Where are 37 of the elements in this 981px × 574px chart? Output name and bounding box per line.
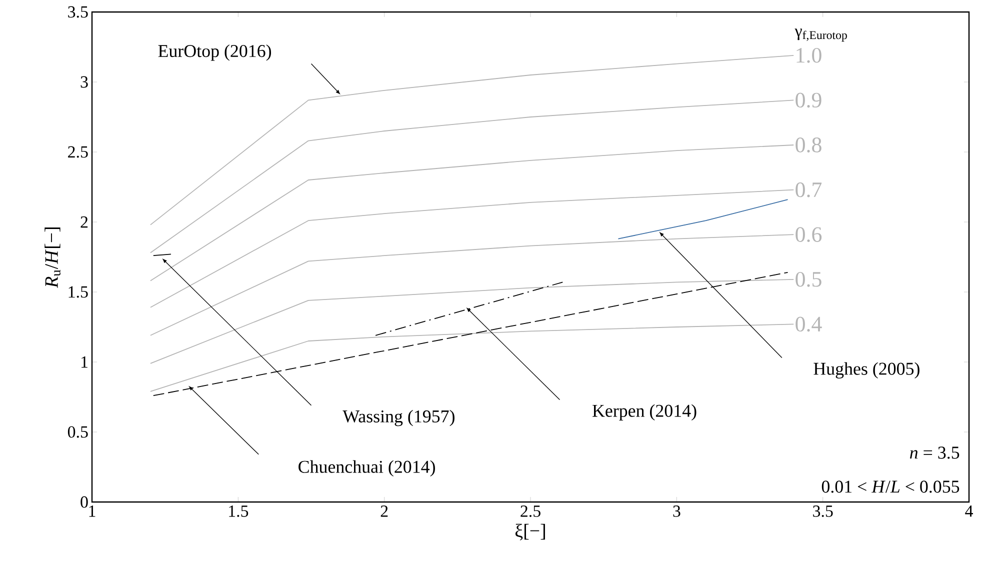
series-label: 0.4 <box>796 316 822 332</box>
y-tick-label: 1 <box>81 356 88 368</box>
y-tick-label: 0 <box>80 496 88 508</box>
series-label: 1.0 <box>796 48 822 63</box>
line-series <box>150 189 794 308</box>
line-series <box>150 234 794 336</box>
annotation: Wassing (1957) <box>342 410 454 426</box>
annotation: n = 3.5 <box>910 446 960 459</box>
x-tick-label: 2 <box>380 506 388 517</box>
series-label: 0.6 <box>796 227 822 242</box>
series-label: 0.7 <box>796 182 822 198</box>
series-label: 0.5 <box>796 272 822 287</box>
annotation: Chuenchuai (2014) <box>298 460 435 477</box>
annotation: 0.01 < H/L < 0.055 <box>822 480 960 493</box>
annotation: Hughes (2005) <box>814 362 920 379</box>
y-tick-label: 2.5 <box>68 146 88 158</box>
y-tick-label: 2 <box>80 216 88 228</box>
annotation: Kerpen (2014) <box>592 404 696 421</box>
series-label: 0.9 <box>796 92 822 108</box>
y-tick-label: 0.5 <box>68 426 88 438</box>
y-tick-label: 3 <box>80 76 88 88</box>
line-series <box>150 100 794 254</box>
legend-title: γ$_{f,Eurotop}$ <box>794 28 847 42</box>
x-tick-label: 3.5 <box>813 506 833 517</box>
x-tick-label: 1.5 <box>229 506 248 517</box>
x-tick-label: 4 <box>965 506 973 517</box>
line-series <box>150 144 794 282</box>
line-series <box>150 324 794 392</box>
x-tick-label: 1 <box>89 506 96 517</box>
x-tick-label: 2.5 <box>520 506 540 517</box>
series-label: 0.8 <box>796 138 822 152</box>
annotation: EurOtop (2016) <box>158 44 272 61</box>
x-tick-label: 3 <box>673 506 680 517</box>
y-tick-label: 3.5 <box>68 6 88 18</box>
x-axis-title: ξ[−] <box>515 524 545 540</box>
y-tick-label: 1.5 <box>68 286 88 298</box>
line-series <box>150 278 794 364</box>
